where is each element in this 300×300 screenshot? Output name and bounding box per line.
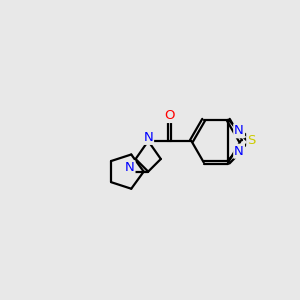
Text: N: N [125, 161, 134, 174]
Text: S: S [247, 134, 256, 148]
Text: N: N [234, 145, 244, 158]
Text: O: O [165, 109, 175, 122]
Text: N: N [234, 124, 244, 137]
Text: N: N [143, 131, 153, 144]
